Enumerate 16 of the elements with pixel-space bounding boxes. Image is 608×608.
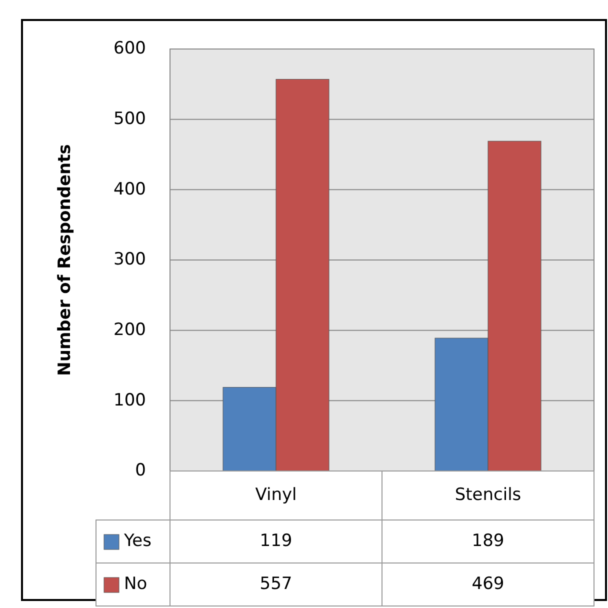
data-label: 557: [260, 574, 292, 594]
data-label: 189: [472, 531, 504, 552]
x-tick-label: Stencils: [454, 485, 522, 506]
y-tick-label: 600: [114, 38, 146, 59]
y-axis-title: Number of Respondents: [55, 144, 75, 376]
legend-label: Yes: [123, 531, 152, 552]
data-label: 119: [260, 531, 292, 552]
data-label: 469: [472, 574, 504, 594]
y-tick-label: 500: [114, 108, 146, 129]
y-tick-label: 400: [114, 179, 146, 200]
x-tick-label: Vinyl: [255, 485, 297, 506]
y-tick-label: 100: [114, 390, 146, 410]
y-tick-label: 200: [114, 320, 146, 340]
legend-label: No: [124, 574, 148, 594]
y-tick-label: 300: [114, 250, 146, 270]
y-tick-label: 0: [135, 460, 146, 481]
